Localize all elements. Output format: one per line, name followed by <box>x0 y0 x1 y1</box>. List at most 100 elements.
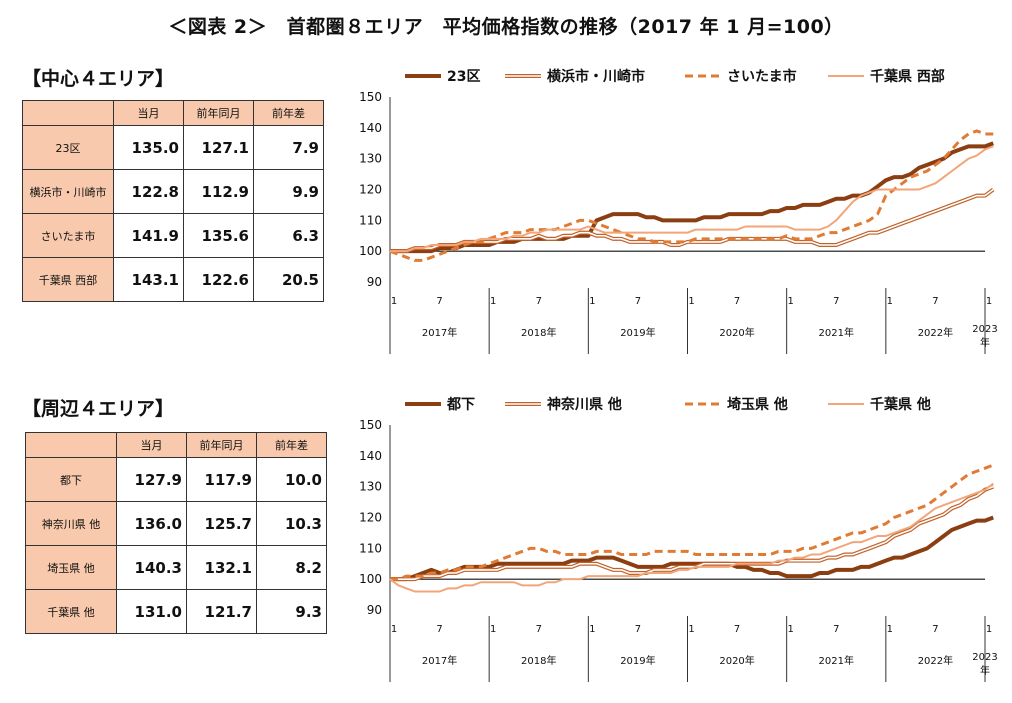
y-tick-label: 120 <box>359 511 382 525</box>
row-label: さいたま市 <box>22 213 114 258</box>
month-tick-label: 7 <box>536 296 542 307</box>
legend-item: 千葉県 西部 <box>828 68 945 85</box>
year-label: 2018年 <box>521 654 556 667</box>
current-value: 136.0 <box>116 501 187 546</box>
table-header: 当月 <box>116 432 187 458</box>
year-label: 2021年 <box>819 654 854 667</box>
diff-value: 10.0 <box>256 457 327 502</box>
table-row: 埼玉県 他 140.3 132.1 8.2 <box>25 545 327 590</box>
year-label: 2019年 <box>620 326 655 339</box>
series-line <box>390 145 994 253</box>
section-title-central: 【中心４エリア】 <box>22 68 175 90</box>
year-label: 2020年 <box>719 654 754 667</box>
legend-item: さいたま市 <box>685 68 797 85</box>
month-tick-label: 1 <box>391 624 397 635</box>
series-path <box>389 129 994 262</box>
table-row: 都下 127.9 117.9 10.0 <box>25 457 327 502</box>
month-tick-label: 1 <box>787 624 793 635</box>
prev-year-value: 125.7 <box>186 501 257 546</box>
y-tick-label: 140 <box>359 449 382 463</box>
legend-item: 神奈川県 他 <box>505 396 622 413</box>
prev-year-value: 112.9 <box>183 169 254 214</box>
row-label: 千葉県 他 <box>25 589 117 634</box>
series-line <box>389 129 994 262</box>
year-label: 2022年 <box>918 326 953 339</box>
series-path <box>389 482 994 593</box>
month-tick-label: 1 <box>688 624 694 635</box>
month-tick-label: 7 <box>436 296 442 307</box>
month-tick-label: 1 <box>887 624 893 635</box>
year-label: 2017年 <box>422 654 457 667</box>
prev-year-value: 117.9 <box>186 457 257 502</box>
month-tick-label: 7 <box>833 624 839 635</box>
legend-item: 埼玉県 他 <box>685 396 788 413</box>
table-row: さいたま市 141.9 135.6 6.3 <box>22 213 324 258</box>
year-label: 2018年 <box>521 326 556 339</box>
legend-label: 千葉県 西部 <box>870 68 945 85</box>
y-tick-label: 130 <box>359 480 382 494</box>
current-value: 135.0 <box>113 125 184 170</box>
legend-label: 横浜市・川崎市 <box>547 68 645 85</box>
month-tick-label: 7 <box>734 296 740 307</box>
year-label: 2023 <box>972 324 997 335</box>
diff-value: 10.3 <box>256 501 327 546</box>
diff-value: 6.3 <box>253 213 324 258</box>
series-line <box>389 482 994 593</box>
month-tick-label: 7 <box>635 296 641 307</box>
y-tick-label: 110 <box>359 541 382 555</box>
legend-label: 都下 <box>446 397 475 413</box>
month-tick-label: 7 <box>536 624 542 635</box>
current-value: 122.8 <box>113 169 184 214</box>
month-tick-label: 1 <box>391 296 397 307</box>
current-value: 127.9 <box>116 457 187 502</box>
month-tick-label: 7 <box>635 624 641 635</box>
year-label-suffix: 年 <box>980 336 990 349</box>
prev-year-value: 135.6 <box>183 213 254 258</box>
month-tick-label: 1 <box>787 296 793 307</box>
row-label: 神奈川県 他 <box>25 501 117 546</box>
diff-value: 7.9 <box>253 125 324 170</box>
y-tick-label: 130 <box>359 152 382 166</box>
prev-year-value: 121.7 <box>186 589 257 634</box>
year-label: 2020年 <box>719 326 754 339</box>
y-tick-label: 90 <box>367 275 382 289</box>
legend-item: 千葉県 他 <box>828 396 931 413</box>
table-row: 横浜市・川崎市 122.8 112.9 9.9 <box>22 169 324 214</box>
month-tick-label: 1 <box>986 624 992 635</box>
month-tick-label: 7 <box>932 296 938 307</box>
row-label: 埼玉県 他 <box>25 545 117 590</box>
legend-item: 都下 <box>405 397 475 413</box>
month-tick-label: 7 <box>436 624 442 635</box>
table-row: 千葉県 西部 143.1 122.6 20.5 <box>22 257 324 302</box>
y-tick-label: 150 <box>359 418 382 432</box>
row-label: 23区 <box>22 125 114 170</box>
month-tick-label: 7 <box>734 624 740 635</box>
prev-year-value: 122.6 <box>183 257 254 302</box>
series-line <box>390 141 994 254</box>
year-label-suffix: 年 <box>980 664 990 677</box>
row-label: 横浜市・川崎市 <box>22 169 114 214</box>
y-tick-label: 90 <box>367 603 382 617</box>
month-tick-label: 1 <box>589 296 595 307</box>
row-label: 都下 <box>25 457 117 502</box>
year-label: 2017年 <box>422 326 457 339</box>
month-tick-label: 7 <box>932 624 938 635</box>
month-tick-label: 1 <box>887 296 893 307</box>
series-path <box>390 145 994 253</box>
series-path-inner <box>390 485 994 580</box>
table-header: 前年同月 <box>183 100 254 126</box>
diff-value: 9.9 <box>253 169 324 214</box>
month-tick-label: 7 <box>833 296 839 307</box>
month-tick-label: 1 <box>688 296 694 307</box>
table-header-corner <box>22 100 114 126</box>
table-header: 前年差 <box>253 100 324 126</box>
table-row: 神奈川県 他 136.0 125.7 10.3 <box>25 501 327 546</box>
y-tick-label: 110 <box>359 213 382 227</box>
suburban-table: 当月 前年同月 前年差 都下 127.9 117.9 10.0 神奈川県 他 1… <box>25 432 327 634</box>
table-row: 千葉県 他 131.0 121.7 9.3 <box>25 589 327 634</box>
row-label: 千葉県 西部 <box>22 257 114 302</box>
legend-item: 横浜市・川崎市 <box>505 68 645 85</box>
current-value: 131.0 <box>116 589 187 634</box>
series-path <box>390 515 994 582</box>
legend-label: 千葉県 他 <box>870 396 931 413</box>
